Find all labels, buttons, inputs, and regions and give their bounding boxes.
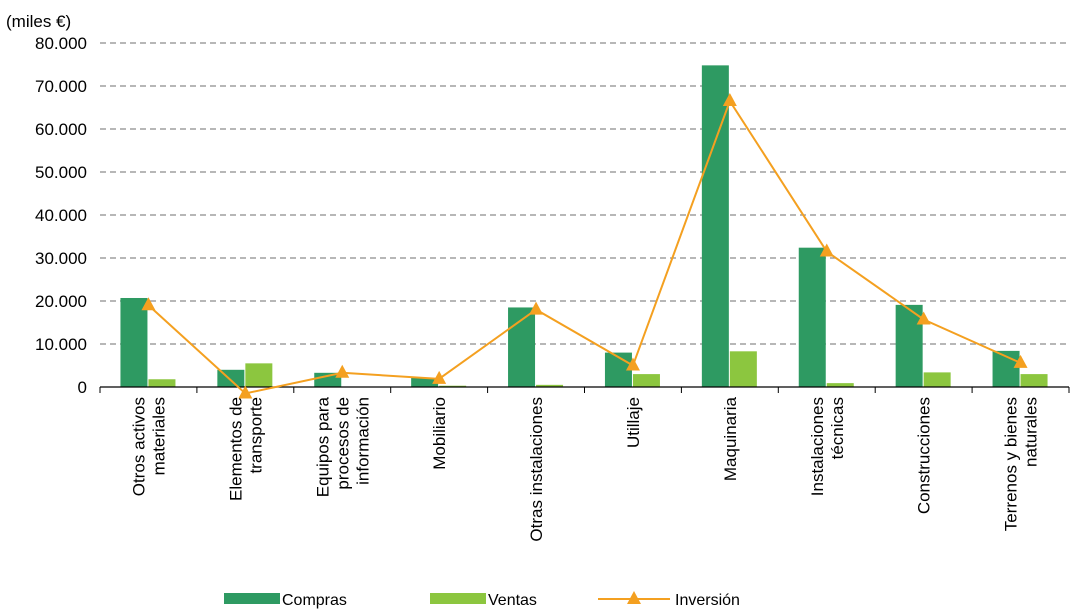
y-tick-label: 10.000	[35, 335, 87, 354]
svg-text:Terrenos y bienesnaturales: Terrenos y bienesnaturales	[1002, 397, 1041, 531]
svg-text:Construcciones: Construcciones	[915, 397, 934, 514]
category-label: Equipos paraprocesos deinformación	[313, 396, 372, 497]
y-axis-ticks: 0 10.000 20.000 30.000 40.000 50.000 60.000 70.…	[35, 34, 87, 397]
legend-item-inversión: Inversión	[598, 591, 740, 609]
gridlines	[100, 42, 1069, 345]
bar-ventas	[439, 385, 467, 387]
y-tick-label: 50.000	[35, 163, 87, 182]
legend-item-ventas: Ventas	[430, 592, 537, 609]
svg-text:Maquinaria: Maquinaria	[721, 396, 740, 481]
category-label: Mobiliario	[430, 397, 449, 470]
bar-ventas	[923, 372, 951, 387]
legend-label: Compras	[282, 592, 347, 609]
legend-marker	[627, 591, 641, 604]
line-marker	[1013, 354, 1028, 368]
category-label: Terrenos y bienesnaturales	[1002, 397, 1041, 531]
bar-ventas	[729, 351, 757, 387]
bar-compras	[798, 247, 826, 387]
line-marker	[335, 364, 350, 378]
line-marker	[238, 385, 253, 399]
y-tick-label: 30.000	[35, 249, 87, 268]
line-marker	[722, 93, 737, 107]
line-marker	[819, 243, 834, 257]
category-label: Elementos detransporte	[226, 397, 265, 501]
svg-text:Instalacionestécnicas: Instalacionestécnicas	[808, 397, 847, 496]
category-label: Maquinaria	[721, 396, 740, 481]
category-label: Otros activosmateriales	[129, 397, 168, 496]
svg-text:Utillaje: Utillaje	[624, 397, 643, 448]
line-marker	[625, 357, 640, 371]
category-label: Utillaje	[624, 397, 643, 448]
legend-swatch	[430, 593, 486, 604]
x-axis-labels: Otros activosmateriales Elementos detrans…	[129, 396, 1040, 541]
svg-text:Otros activosmateriales: Otros activosmateriales	[129, 397, 168, 496]
y-tick-label: 40.000	[35, 206, 87, 225]
line-marker	[916, 311, 931, 325]
line-marker	[141, 297, 156, 311]
legend-label: Inversión	[675, 592, 740, 609]
line-marker	[529, 301, 544, 315]
bar-compras	[701, 65, 729, 388]
legend-swatch	[224, 593, 280, 604]
bar-ventas	[826, 383, 854, 387]
y-tick-label: 70.000	[35, 77, 87, 96]
y-tick-label: 0	[78, 378, 87, 397]
x-axis	[99, 386, 1070, 393]
y-tick-label: 60.000	[35, 120, 87, 139]
bar-ventas	[245, 363, 273, 387]
bar-ventas	[536, 384, 564, 387]
bar-ventas	[1020, 374, 1048, 387]
legend-label: Ventas	[488, 592, 537, 609]
svg-text:Otras instalaciones: Otras instalaciones	[527, 397, 546, 542]
svg-text:Equipos paraprocesos deinforma: Equipos paraprocesos deinformación	[313, 396, 372, 497]
y-tick-label: 80.000	[35, 34, 87, 53]
bar-compras	[895, 304, 923, 387]
bar-compras	[120, 297, 148, 387]
legend-item-compras: Compras	[224, 592, 347, 609]
legend: Compras Ventas Inversión	[224, 591, 740, 609]
svg-text:Mobiliario: Mobiliario	[430, 397, 449, 470]
category-label: Otras instalaciones	[527, 397, 546, 542]
unit-label: (miles €)	[6, 12, 71, 31]
category-label: Construcciones	[915, 397, 934, 514]
y-tick-label: 20.000	[35, 292, 87, 311]
inversion-line-layer	[141, 93, 1028, 399]
svg-text:Elementos detransporte: Elementos detransporte	[226, 397, 265, 501]
series-line-inversión	[147, 98, 1021, 395]
bar-compras	[411, 377, 439, 387]
bar-ventas	[632, 374, 660, 387]
category-label: Instalacionestécnicas	[808, 397, 847, 496]
bars	[120, 65, 1048, 388]
bar-ventas	[148, 379, 176, 387]
line-marker	[432, 370, 447, 384]
